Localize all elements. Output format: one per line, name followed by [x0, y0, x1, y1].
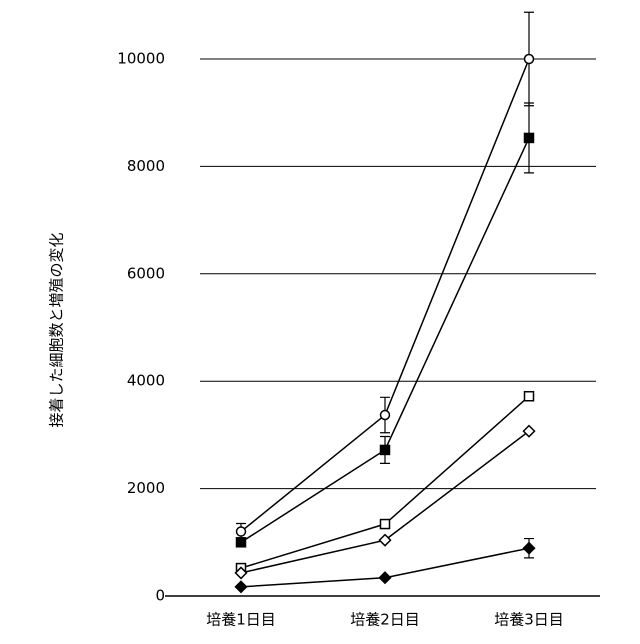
point [524, 543, 535, 554]
point [237, 527, 246, 536]
y-tick-label: 0 [155, 587, 165, 605]
point [525, 133, 534, 142]
x-tick-label: 培養2日目 [350, 611, 420, 629]
x-tick-label: 培養3日目 [494, 611, 564, 629]
y-tick-label: 4000 [127, 372, 165, 390]
x-tick-label: 培養1日目 [206, 611, 276, 629]
y-tick-label: 8000 [127, 157, 165, 175]
point [380, 572, 391, 583]
point [525, 392, 534, 401]
y-tick-label: 2000 [127, 479, 165, 497]
point [525, 55, 534, 64]
chart: 接着した細胞数と増殖の変化 0 2000 4000 6000 8000 10000 培養1日… [0, 0, 640, 640]
point [381, 445, 390, 454]
y-tick-label: 6000 [127, 264, 165, 282]
y-axis-label: 接着した細胞数と増殖の変化 [48, 232, 66, 427]
point [236, 581, 247, 592]
point [381, 411, 390, 420]
y-tick-label: 10000 [117, 50, 165, 68]
point [237, 538, 246, 547]
point [381, 520, 390, 529]
series-line [241, 138, 529, 542]
